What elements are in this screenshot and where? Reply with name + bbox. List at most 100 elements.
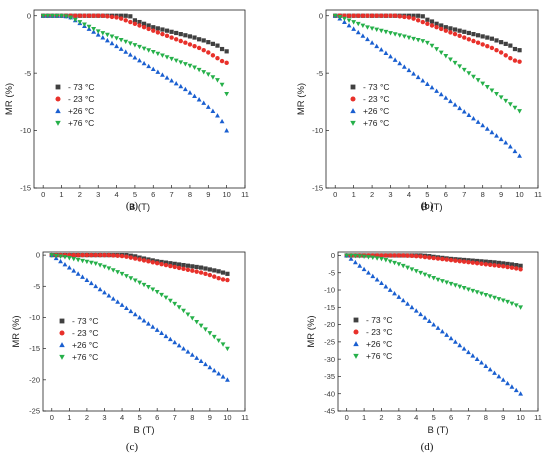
data-point — [517, 59, 522, 64]
data-point — [518, 267, 523, 272]
data-point — [77, 20, 83, 25]
data-point — [457, 64, 463, 69]
data-point — [91, 13, 96, 18]
y-tick-label: -10 — [312, 126, 323, 135]
y-tick-label: -35 — [324, 372, 335, 381]
data-point — [471, 74, 476, 80]
data-point — [172, 301, 178, 307]
x-axis-label: B (T) — [129, 202, 150, 213]
data-point — [182, 86, 188, 92]
data-point — [97, 252, 103, 258]
legend-marker — [59, 354, 65, 360]
data-point — [95, 29, 101, 34]
data-point — [189, 316, 195, 321]
data-point — [411, 16, 416, 21]
legend-marker — [55, 108, 61, 114]
data-point — [360, 33, 366, 38]
data-point — [431, 322, 437, 327]
x-tick-label: 4 — [120, 413, 124, 422]
y-tick-label: -15 — [20, 184, 31, 193]
x-tick-label: 3 — [102, 413, 106, 422]
data-point — [439, 26, 444, 32]
data-point — [475, 258, 480, 264]
data-point — [470, 260, 475, 265]
data-point — [466, 37, 472, 42]
data-point — [498, 50, 504, 55]
data-point — [84, 252, 90, 258]
data-point — [365, 36, 370, 42]
y-tick-label: -15 — [312, 184, 323, 193]
data-point — [62, 255, 68, 260]
data-point — [187, 90, 193, 95]
data-point — [475, 78, 481, 83]
data-point — [346, 13, 352, 18]
data-point — [369, 40, 375, 45]
data-point — [128, 276, 134, 281]
data-point — [471, 32, 476, 37]
data-point — [489, 129, 495, 135]
data-point — [434, 47, 440, 52]
x-tick-label: 10 — [515, 190, 523, 199]
data-point — [220, 374, 226, 379]
data-point — [489, 88, 495, 93]
data-point — [163, 262, 169, 268]
data-point — [503, 53, 508, 58]
data-point — [369, 13, 375, 18]
x-tick-label: 3 — [397, 413, 401, 422]
data-point — [508, 56, 513, 61]
data-point — [418, 311, 424, 317]
data-point — [224, 128, 230, 133]
data-point — [215, 78, 220, 83]
data-point — [212, 268, 217, 273]
series-2 — [49, 252, 230, 382]
data-point — [361, 266, 367, 272]
panel-caption: (a) — [126, 200, 139, 212]
data-point — [216, 338, 222, 344]
legend: - 73 °C - 23 °C +26 °C +76 °C — [353, 315, 393, 361]
data-point — [488, 259, 493, 265]
data-point — [118, 37, 124, 43]
data-point — [480, 42, 485, 47]
series-3 — [49, 253, 230, 352]
data-point — [387, 259, 393, 264]
legend-marker — [353, 353, 359, 359]
x-tick-label: 6 — [155, 413, 159, 422]
legend-label: +26 °C — [72, 340, 98, 350]
data-point — [512, 148, 518, 154]
legend-marker — [350, 96, 356, 102]
data-point — [115, 299, 121, 304]
data-point — [457, 33, 462, 39]
data-point — [128, 19, 133, 25]
data-point — [461, 109, 467, 114]
data-point — [89, 252, 94, 258]
data-point — [492, 370, 497, 375]
data-point — [444, 332, 450, 337]
data-point — [201, 70, 207, 75]
data-point — [461, 67, 467, 73]
data-point — [201, 38, 206, 43]
data-point — [225, 346, 230, 352]
y-axis-label: MR (%) — [11, 315, 22, 347]
data-point — [479, 291, 484, 296]
data-point — [212, 274, 217, 279]
data-point — [146, 26, 151, 32]
data-point — [105, 14, 110, 19]
data-point — [155, 51, 161, 57]
data-point — [80, 274, 85, 279]
data-point — [401, 64, 407, 69]
data-point — [66, 265, 72, 270]
data-point — [415, 37, 421, 43]
x-tick-label: 6 — [449, 413, 453, 422]
data-point — [383, 284, 389, 289]
data-point — [414, 253, 419, 259]
data-point — [219, 58, 225, 64]
chart-panel-b: 0 1 2 3 4 5 6 7 8 9 10 11 0 -5 -10 -15 B (T) MR (%) - 73 °… — [296, 9, 542, 213]
data-point — [461, 259, 467, 264]
series-1 — [49, 252, 230, 283]
data-point — [401, 34, 407, 39]
data-point — [124, 254, 129, 259]
data-point — [348, 253, 354, 258]
data-point — [141, 60, 147, 66]
data-point — [426, 318, 432, 324]
